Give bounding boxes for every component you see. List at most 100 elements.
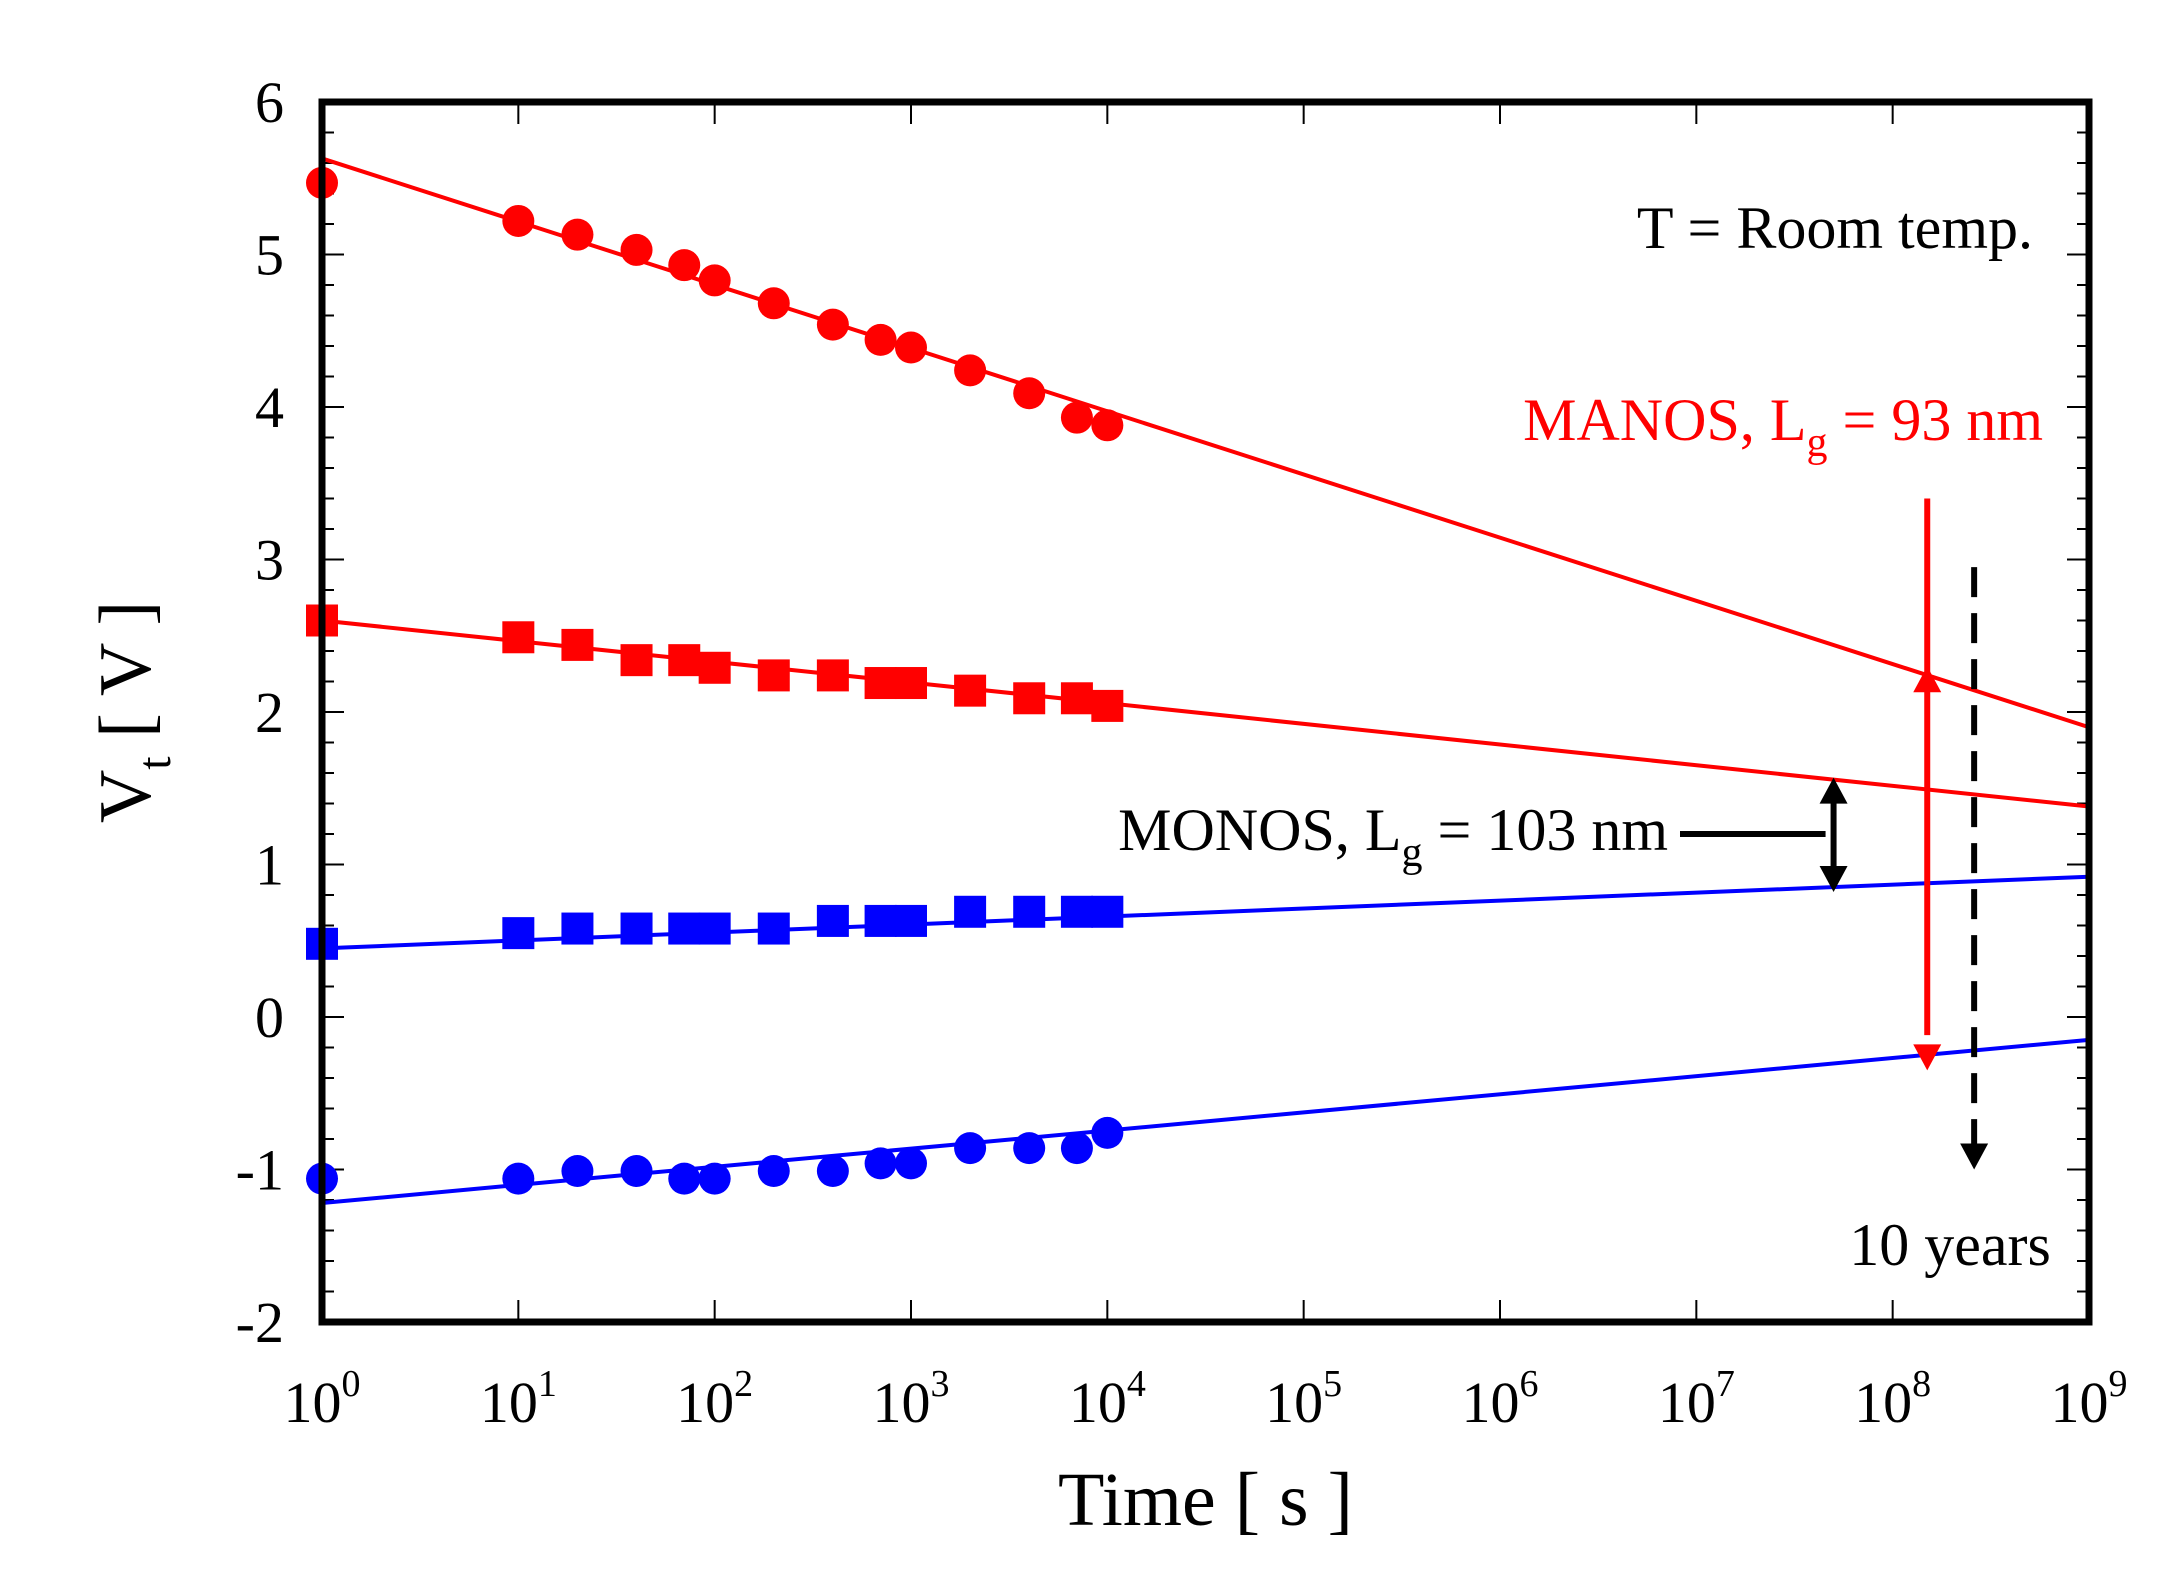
y-axis-label-main: V xyxy=(85,770,167,823)
fit-line xyxy=(321,156,2090,730)
circle-marker xyxy=(620,1155,653,1188)
y-tick-label: 3 xyxy=(255,528,284,593)
monos-label-suffix: = 103 nm xyxy=(1422,797,1668,863)
x-tick-label: 100 xyxy=(284,1363,361,1435)
x-tick-label-base: 10 xyxy=(873,1370,931,1435)
circle-marker xyxy=(954,354,987,387)
square-marker xyxy=(954,895,987,928)
x-tick-label: 108 xyxy=(1854,1363,1931,1435)
x-tick-label-base: 10 xyxy=(480,1370,538,1435)
x-tick-label: 106 xyxy=(1462,1363,1539,1435)
monos-arrow-head-down xyxy=(1819,865,1848,892)
x-tick-label: 109 xyxy=(2051,1363,2128,1435)
square-marker xyxy=(561,628,594,661)
circle-marker xyxy=(816,308,849,341)
ten-years-label: 10 years xyxy=(1849,1212,2051,1278)
circle-marker xyxy=(561,1155,594,1188)
x-tick-label-exponent: 6 xyxy=(1520,1363,1539,1405)
circle-marker xyxy=(1060,401,1093,434)
monos-arrow-head-up xyxy=(1819,777,1848,804)
circle-marker xyxy=(698,264,731,297)
circle-marker xyxy=(1060,1132,1093,1165)
square-marker xyxy=(502,917,535,950)
square-marker xyxy=(698,651,731,684)
square-marker xyxy=(816,904,849,937)
square-marker xyxy=(1091,689,1124,722)
square-marker xyxy=(561,912,594,945)
square-marker xyxy=(816,659,849,692)
x-tick-label-exponent: 1 xyxy=(538,1363,557,1405)
x-tick-label-base: 10 xyxy=(1462,1370,1520,1435)
x-tick-label-base: 10 xyxy=(1069,1370,1127,1435)
circle-marker xyxy=(954,1132,987,1165)
ten-years-arrow-head xyxy=(1960,1143,1989,1170)
x-tick-label-exponent: 7 xyxy=(1716,1363,1735,1405)
circle-marker xyxy=(1091,1116,1124,1149)
plot-frame xyxy=(318,98,2093,1326)
square-marker xyxy=(895,667,927,700)
x-tick-label-base: 10 xyxy=(1265,1370,1323,1435)
annotation-arrows xyxy=(1680,498,1989,1170)
y-tick-label: 5 xyxy=(255,223,284,288)
square-marker xyxy=(864,904,897,937)
fit-lines xyxy=(321,156,2090,1206)
monos-label-sub: g xyxy=(1401,830,1422,876)
circle-marker xyxy=(1013,377,1046,410)
x-tick-label: 103 xyxy=(873,1363,950,1435)
y-axis-label: Vt [ V ] xyxy=(85,601,181,823)
monos-label: MONOS, Lg = 103 nm xyxy=(1118,797,1668,876)
circle-marker xyxy=(698,1162,731,1195)
fit-line xyxy=(321,618,2090,809)
x-tick-label: 107 xyxy=(1658,1363,1735,1435)
x-tick-label-exponent: 2 xyxy=(734,1363,753,1405)
manos-arrow-head-down xyxy=(1913,1044,1942,1071)
x-tick-label: 101 xyxy=(480,1363,557,1435)
circle-marker xyxy=(1091,409,1124,442)
monos-label-prefix: MONOS, L xyxy=(1118,797,1401,863)
square-marker xyxy=(1060,895,1093,928)
y-tick-label: 2 xyxy=(255,680,284,745)
x-tick-label: 102 xyxy=(676,1363,753,1435)
x-tick-label-exponent: 3 xyxy=(931,1363,950,1405)
y-tick-label: 6 xyxy=(255,70,284,135)
y-tick-label: 1 xyxy=(255,833,284,898)
square-marker xyxy=(620,912,653,945)
fit-line xyxy=(321,1037,2090,1206)
square-marker xyxy=(668,912,701,945)
circle-marker xyxy=(668,249,701,282)
square-marker xyxy=(757,912,790,945)
x-tick-label-exponent: 0 xyxy=(342,1363,361,1405)
manos-label-prefix: MANOS, L xyxy=(1523,387,1806,453)
manos-label-suffix: = 93 nm xyxy=(1827,387,2043,453)
x-tick-label-exponent: 4 xyxy=(1127,1363,1146,1405)
circle-marker xyxy=(561,218,594,251)
circle-marker xyxy=(502,1162,535,1195)
y-axis-label-sub: t xyxy=(128,756,181,770)
circle-marker xyxy=(864,323,897,356)
data-markers xyxy=(306,166,1124,1195)
square-marker xyxy=(757,659,790,692)
circle-marker xyxy=(668,1162,701,1195)
x-tick-label: 104 xyxy=(1069,1363,1146,1435)
square-marker xyxy=(1060,682,1093,715)
fit-line xyxy=(321,874,2090,951)
circle-marker xyxy=(895,331,927,364)
x-tick-label-base: 10 xyxy=(2051,1370,2109,1435)
x-tick-label-base: 10 xyxy=(1658,1370,1716,1435)
x-tick-label-exponent: 9 xyxy=(2109,1363,2128,1405)
axis-labels: 100 101 102 103 104 105 106 107 108 109-2-1012345… xyxy=(236,70,2128,1435)
square-marker xyxy=(895,904,927,937)
manos-arrow-head-up xyxy=(1913,666,1942,693)
temperature-annotation: T = Room temp. xyxy=(1637,195,2033,261)
circle-marker xyxy=(864,1147,897,1180)
x-tick-label: 105 xyxy=(1265,1363,1342,1435)
circle-marker xyxy=(502,204,535,237)
square-marker xyxy=(1013,682,1046,715)
circle-marker xyxy=(816,1155,849,1188)
square-marker xyxy=(1013,895,1046,928)
x-tick-label-exponent: 5 xyxy=(1323,1363,1342,1405)
y-axis-label-unit: [ V ] xyxy=(85,601,167,757)
manos-label-sub: g xyxy=(1806,420,1827,466)
